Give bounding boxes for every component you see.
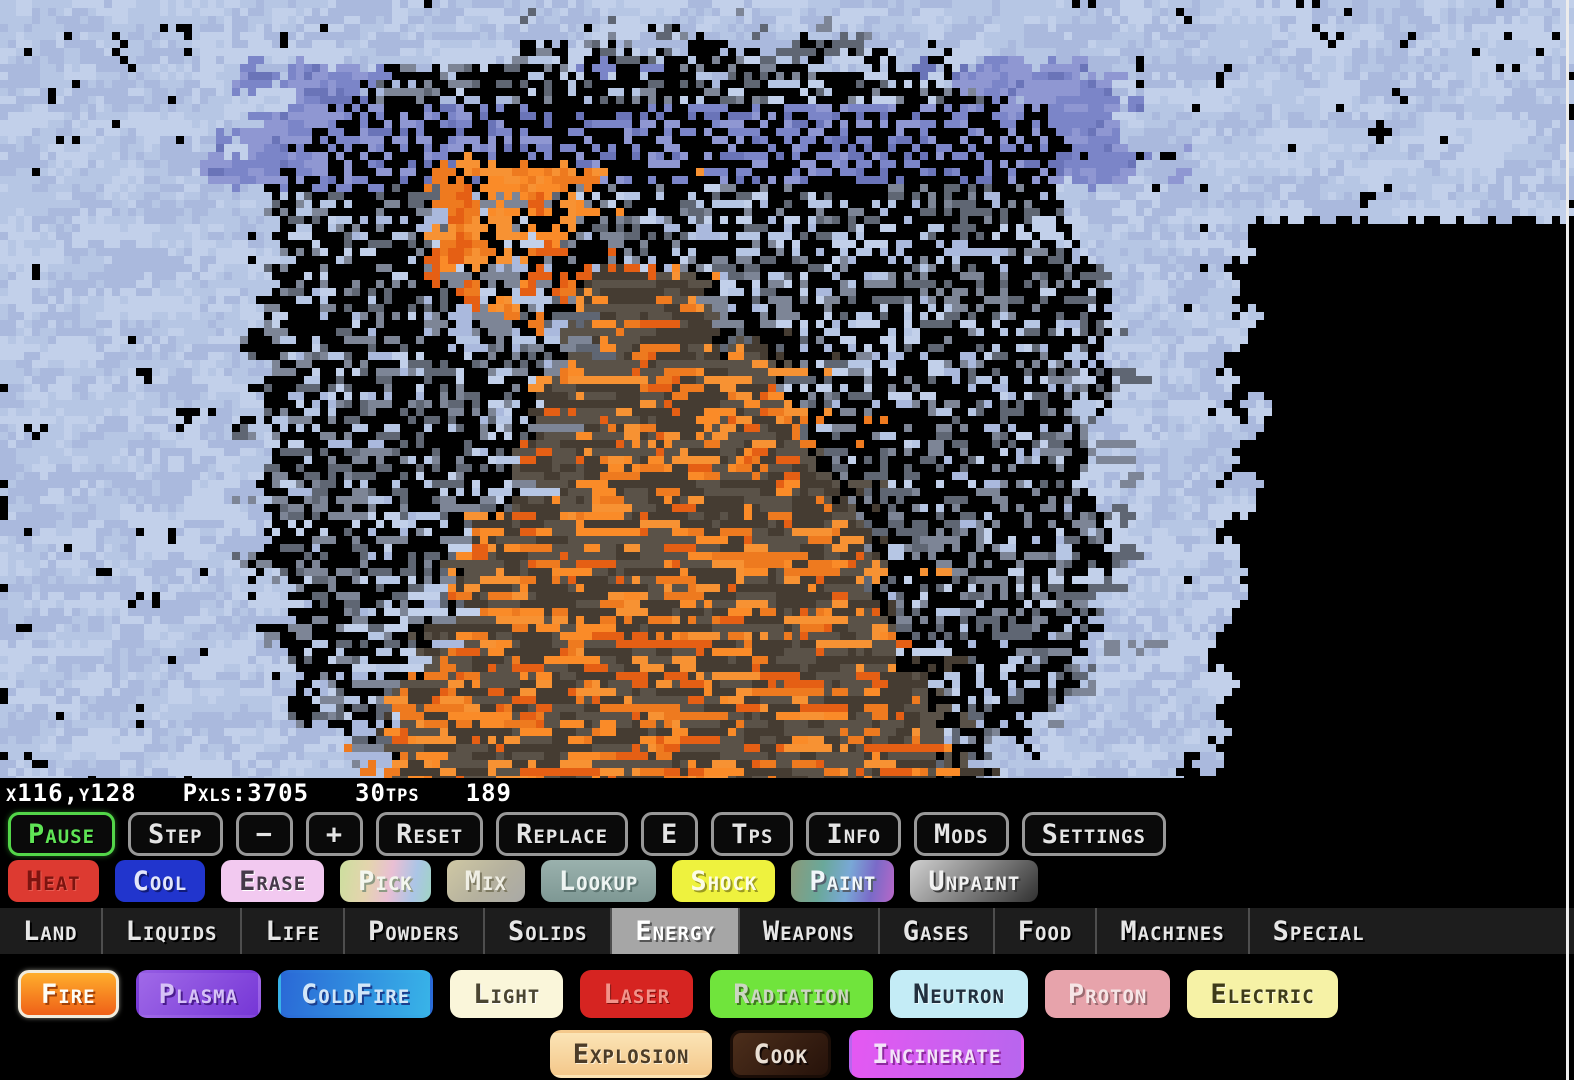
info-button[interactable]: Info xyxy=(806,811,902,856)
category-tab-land[interactable]: Land xyxy=(23,915,78,947)
reset-button[interactable]: Reset xyxy=(376,811,484,856)
mods-button[interactable]: Mods xyxy=(914,811,1009,856)
category-tab-weapons[interactable]: Weapons xyxy=(737,908,878,954)
window-right-border xyxy=(1566,0,1569,1080)
tool-shock-button[interactable]: Shock xyxy=(672,860,776,902)
cursor-coordinates: x116,y128 xyxy=(6,779,137,807)
element-fire-button[interactable]: Fire xyxy=(18,970,119,1018)
category-tab-solids[interactable]: Solids xyxy=(482,908,610,954)
category-tab-food[interactable]: Food xyxy=(992,908,1096,954)
tools-row: Heat Cool Erase Pick Mix Lookup Shock Pa… xyxy=(0,858,1574,906)
elements-row-2: Explosion Cook Incinerate xyxy=(0,1024,1574,1080)
element-cook-button[interactable]: Cook xyxy=(730,1030,832,1078)
brush-smaller-button[interactable]: − xyxy=(235,811,293,856)
tool-paint-button[interactable]: Paint xyxy=(791,860,895,902)
tool-unpaint-button[interactable]: Unpaint xyxy=(910,860,1039,902)
pixel-count: Pxls:3705 xyxy=(182,779,310,807)
tps-button[interactable]: Tps xyxy=(711,811,794,856)
tool-erase-button[interactable]: Erase xyxy=(221,860,325,902)
tool-mix-button[interactable]: Mix xyxy=(446,860,525,902)
sim-canvas[interactable] xyxy=(0,0,1574,778)
tool-lookup-button[interactable]: Lookup xyxy=(540,860,657,902)
category-tab-special[interactable]: Special xyxy=(1247,908,1388,954)
tool-cool-button[interactable]: Cool xyxy=(114,860,206,902)
simulation-stage xyxy=(0,0,1574,778)
step-button[interactable]: Step xyxy=(128,811,223,856)
fps-counter: 189 xyxy=(465,779,512,807)
controls-row: Pause Step − + Reset Replace E Tps Info … xyxy=(0,808,1574,858)
element-explosion-button[interactable]: Explosion xyxy=(549,1030,713,1078)
element-proton-button[interactable]: Proton xyxy=(1044,970,1171,1018)
element-plasma-button[interactable]: Plasma xyxy=(135,970,262,1018)
category-tab-powders[interactable]: Powders xyxy=(343,908,483,954)
category-tab-life[interactable]: Life xyxy=(240,908,343,954)
element-light-button[interactable]: Light xyxy=(450,970,564,1018)
replace-button[interactable]: Replace xyxy=(496,811,629,856)
brush-larger-button[interactable]: + xyxy=(305,811,364,856)
element-coldfire-button[interactable]: ColdFire xyxy=(278,970,434,1018)
elements-row: Fire Plasma ColdFire Light Laser Radiati… xyxy=(0,954,1574,1024)
tool-pick-button[interactable]: Pick xyxy=(340,860,431,902)
category-tab-energy[interactable]: Energy xyxy=(610,908,738,954)
settings-button[interactable]: Settings xyxy=(1021,811,1166,856)
e-button[interactable]: E xyxy=(641,811,699,856)
status-bar: x116,y128 Pxls:3705 30tps 189 xyxy=(0,778,1574,808)
element-incinerate-button[interactable]: Incinerate xyxy=(849,1030,1025,1078)
tick-rate: 30tps xyxy=(355,779,420,807)
element-electric-button[interactable]: Electric xyxy=(1187,970,1338,1018)
category-tabs: Land Liquids Life Powders Solids Energy … xyxy=(0,908,1574,954)
element-radiation-button[interactable]: Radiation xyxy=(710,970,873,1018)
category-tab-machines[interactable]: Machines xyxy=(1095,908,1247,954)
category-tab-liquids[interactable]: Liquids xyxy=(100,908,241,954)
category-tab-gases[interactable]: Gases xyxy=(877,908,993,954)
element-laser-button[interactable]: Laser xyxy=(580,970,694,1018)
element-neutron-button[interactable]: Neutron xyxy=(890,970,1028,1018)
tool-heat-button[interactable]: Heat xyxy=(8,860,99,902)
pause-button[interactable]: Pause xyxy=(8,811,116,856)
